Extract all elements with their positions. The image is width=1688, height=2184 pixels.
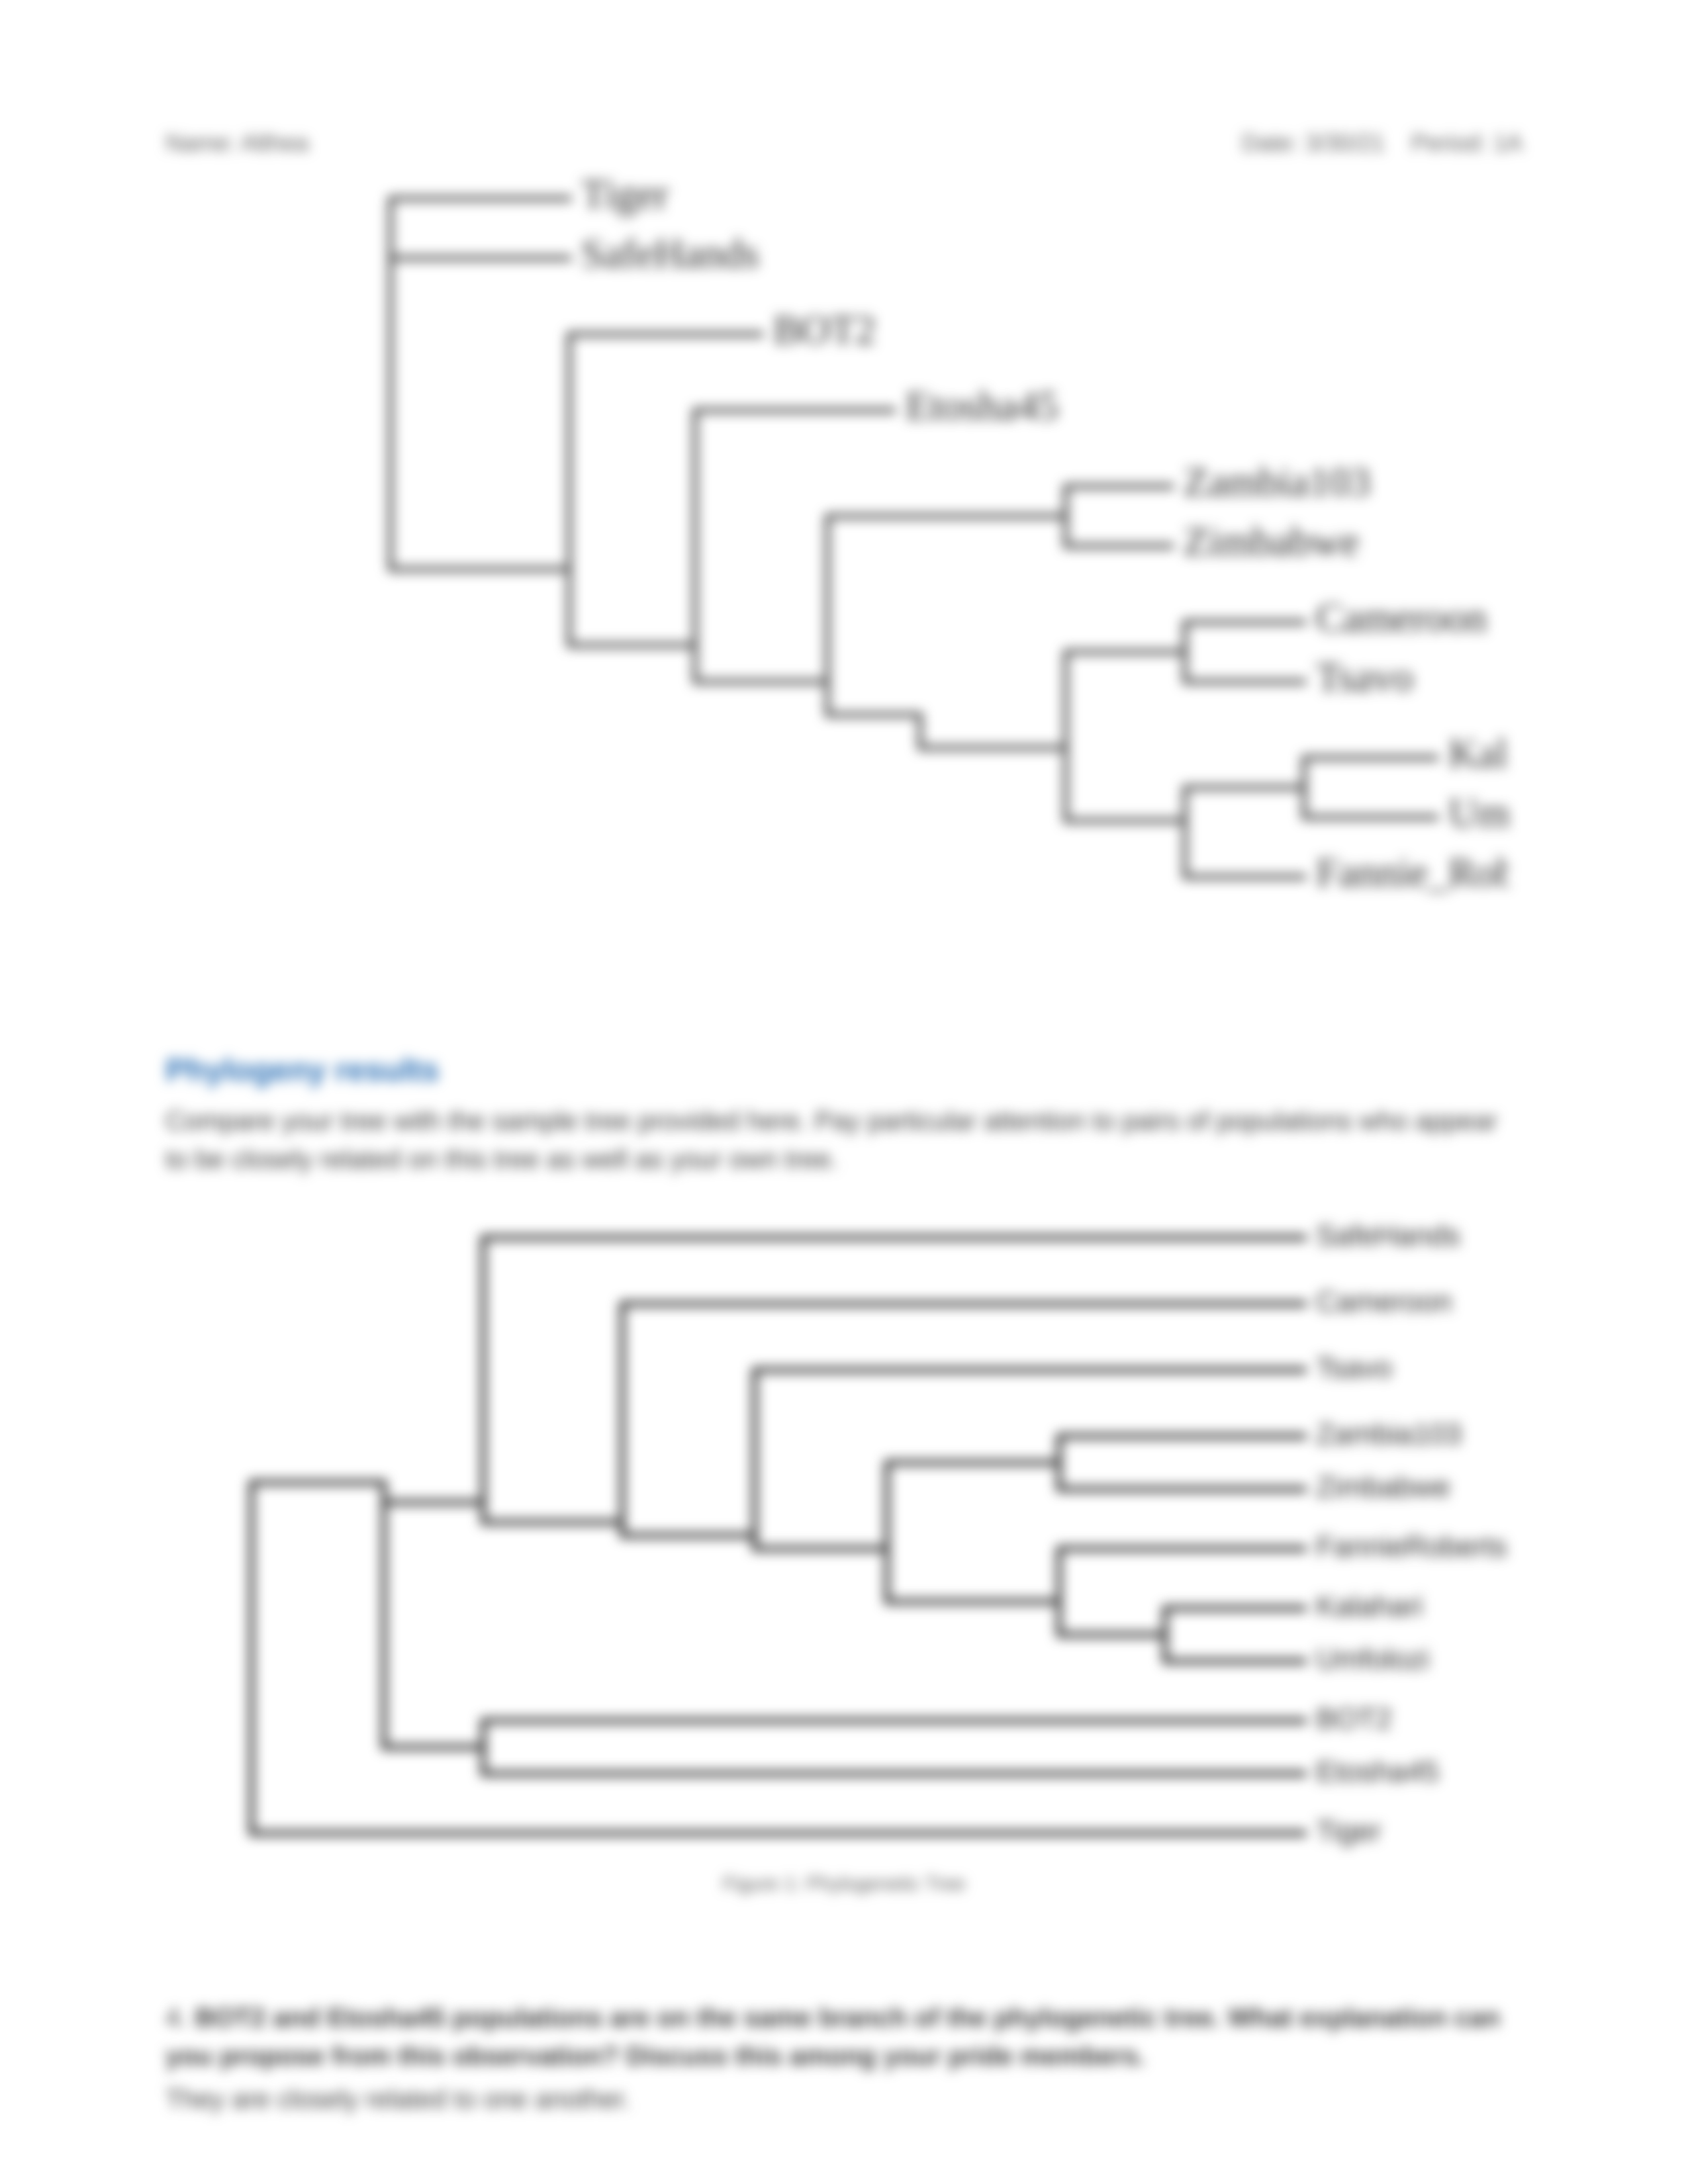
tree-leaf-label: Fannie_Roberts xyxy=(1316,850,1509,895)
student-name: Name: Althea xyxy=(165,129,308,157)
question-text: BOT2 and Etosha45 populations are on the… xyxy=(165,2003,1500,2071)
tree-leaf-label: Cameroon xyxy=(1316,596,1487,641)
tree-leaf-label: Etosha45 xyxy=(906,384,1058,429)
tree-leaf-label: Kalahari xyxy=(1448,731,1509,776)
tree-leaf-label: Cameroon xyxy=(1316,1286,1452,1318)
question-4: 4. BOT2 and Etosha45 populations are on … xyxy=(165,1999,1523,2075)
date-label: Date: 3/30/21 xyxy=(1242,129,1385,157)
tree-leaf-label: Etosha45 xyxy=(1316,1756,1439,1788)
tree-leaf-label: Zimbabwe xyxy=(1184,520,1359,565)
tree-leaf-label: Tiger xyxy=(581,172,669,217)
tree-leaf-label: BOT2 xyxy=(1316,1703,1392,1735)
tree-leaf-label: Umfolozi xyxy=(1448,791,1509,836)
phylogenetic-tree-1: Tiger SafeHands BOT2 Etosha45 Zambia103 Zimba… xyxy=(218,159,1509,953)
phylogeny-results-body: Compare your tree with the sample tree p… xyxy=(165,1102,1523,1179)
tree-leaf-label: Tsavo xyxy=(1316,1352,1392,1385)
tree-leaf-label: Zambia103 xyxy=(1184,460,1370,505)
tree-leaf-label: Zimbabwe xyxy=(1316,1471,1450,1504)
page-header: Name: Althea Date: 3/30/21 Period: 1A xyxy=(165,129,1523,157)
question-number: 4. xyxy=(165,2003,187,2032)
tree-leaf-label: BOT2 xyxy=(773,308,876,353)
tree-leaf-label: Tsavo xyxy=(1316,655,1413,700)
phylogeny-results-heading: Phylogeny results xyxy=(165,1052,439,1089)
tree-leaf-label: FannieRoberts xyxy=(1316,1531,1507,1563)
phylogenetic-tree-2: SafeHands Cameroon Tsavo Zambia103 Zimbabwe F… xyxy=(212,1198,1549,1860)
tree-leaf-label: Umfolozi xyxy=(1316,1643,1429,1676)
figure-caption: Figure 1: Phylogenetic Tree xyxy=(0,1873,1688,1895)
question-4-answer: They are closely related to one another. xyxy=(165,2085,1523,2115)
period-label: Period: 1A xyxy=(1411,129,1523,157)
tree-leaf-label: Kalahari xyxy=(1316,1590,1423,1623)
tree-leaf-label: SafeHands xyxy=(1316,1220,1460,1252)
tree-leaf-label: SafeHands xyxy=(581,232,759,277)
tree-leaf-label: Tiger xyxy=(1316,1815,1382,1848)
tree-leaf-label: Zambia103 xyxy=(1316,1418,1462,1451)
